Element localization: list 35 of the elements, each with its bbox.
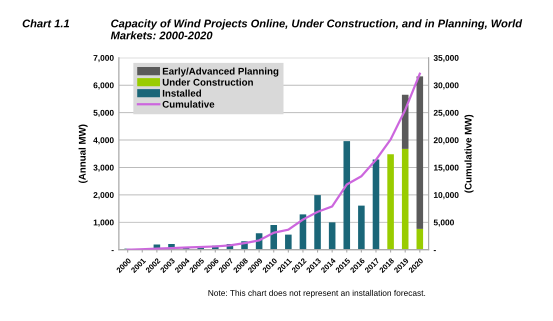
chart-subtitle: Capacity of Wind Projects Online, Under Construction, and in Planning, World Markets: 2000-2020 [110,19,522,40]
y-tick-label: - [112,250,114,252]
bar [343,141,350,250]
y-tick-label: 5,000 [93,110,114,117]
y2-tick-label: 30,000 [434,82,459,90]
chart-title: Chart 1.1 [22,19,70,28]
y2-tick-label: 20,000 [434,137,459,144]
y-tick-label: 2,000 [93,192,114,200]
bar [416,76,424,229]
y-tick-label: 4,000 [93,137,114,144]
y2-tick-label: 15,000 [434,164,459,172]
legend-label: Installed [162,90,202,97]
bar [285,234,292,250]
y2-tick-label: - [434,250,436,252]
legend-label: Under Construction [162,78,253,86]
y-axis-title: (Annual MW) [78,124,88,183]
legend-label: Early/Advanced Planning [162,68,278,77]
y2-tick-label: 5,000 [434,220,454,227]
y2-axis-title: (Cumulative MW) [464,114,474,193]
y-tick-label: 7,000 [94,54,114,62]
y2-tick-label: 35,000 [434,54,459,62]
y2-tick-label: 25,000 [434,110,459,117]
bar [358,206,365,250]
legend-label: Cumulative [162,100,214,108]
bar [372,160,380,250]
y-tick-label: 6,000 [93,82,114,90]
bar [416,228,424,250]
bar [387,154,394,250]
bar [402,148,408,250]
y2-tick-label: 10,000 [434,192,459,200]
bar [314,195,321,250]
y-tick-label: 1,000 [94,220,114,227]
y-tick-label: 3,000 [93,164,114,172]
bar [328,222,336,250]
text: Note: This chart does not represent an installation forecast. [208,290,426,298]
